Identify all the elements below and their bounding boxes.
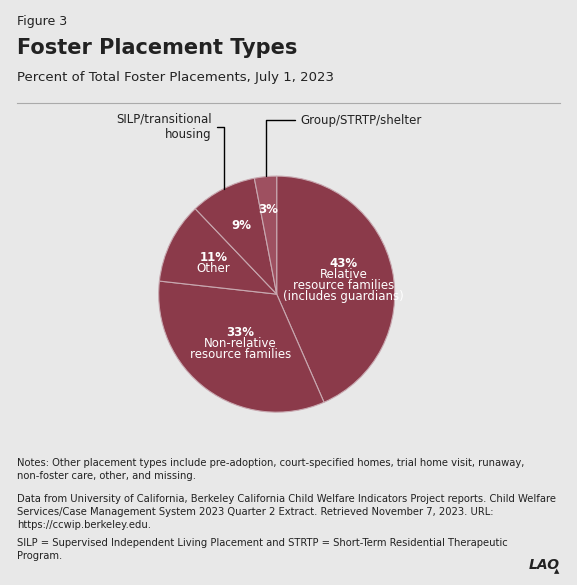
Text: 9%: 9% [231, 219, 252, 232]
Text: Relative: Relative [320, 268, 368, 281]
Text: SILP = Supervised Independent Living Placement and STRTP = Short-Term Residentia: SILP = Supervised Independent Living Pla… [17, 538, 508, 561]
Text: Figure 3: Figure 3 [17, 15, 68, 28]
Text: SILP/transitional
housing: SILP/transitional housing [116, 113, 224, 188]
Text: Data from University of California, Berkeley California Child Welfare Indicators: Data from University of California, Berk… [17, 494, 556, 531]
Text: (includes guardians): (includes guardians) [283, 290, 404, 304]
Text: resource families: resource families [190, 348, 291, 362]
Text: LAO: LAO [529, 558, 560, 572]
Text: Other: Other [196, 262, 230, 275]
Wedge shape [159, 209, 277, 294]
Wedge shape [277, 176, 395, 402]
Text: Non-relative: Non-relative [204, 337, 277, 350]
Text: Group/STRTP/shelter: Group/STRTP/shelter [265, 113, 422, 176]
Text: ▲: ▲ [554, 569, 560, 574]
Text: 33%: 33% [226, 326, 254, 339]
Wedge shape [159, 281, 324, 412]
Text: Percent of Total Foster Placements, July 1, 2023: Percent of Total Foster Placements, July… [17, 71, 334, 84]
Text: resource families: resource families [293, 279, 394, 292]
Text: 3%: 3% [258, 203, 279, 216]
Text: 43%: 43% [329, 257, 358, 270]
Wedge shape [254, 176, 277, 294]
Text: Foster Placement Types: Foster Placement Types [17, 38, 298, 58]
Text: Notes: Other placement types include pre-adoption, court-specified homes, trial : Notes: Other placement types include pre… [17, 458, 524, 481]
Wedge shape [195, 178, 277, 294]
Text: 11%: 11% [199, 250, 227, 264]
